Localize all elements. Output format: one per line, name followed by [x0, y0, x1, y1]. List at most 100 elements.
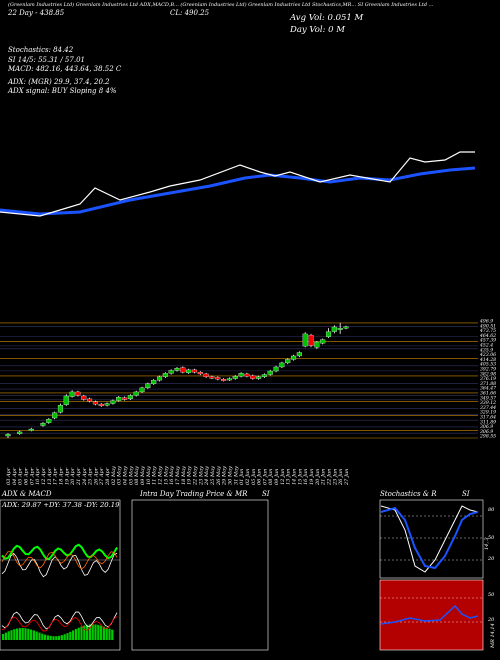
price-label: 311.89 [480, 419, 496, 425]
si-panel [379, 579, 484, 651]
candle-body [81, 395, 87, 400]
price-label: 371.88 [480, 381, 496, 387]
candle-body [308, 334, 314, 346]
candle-body [244, 373, 250, 377]
candle-body [133, 391, 139, 396]
price-label: 337.44 [480, 405, 496, 411]
date-label: 16 Jun [303, 469, 309, 485]
price-label: 496.9 [479, 319, 493, 325]
candle-body [180, 367, 186, 373]
intra-panel-title: Intra Day Trading Price & MR [140, 490, 248, 498]
candle-body [168, 370, 174, 374]
date-label: 20 Apr [70, 467, 76, 486]
stoch-panel-si: SI [462, 490, 470, 498]
macd-line [1, 611, 118, 630]
avg-volume-label: Avg Vol: 0.051 M [290, 13, 364, 23]
macd-bar [100, 625, 103, 640]
candle-body [337, 327, 343, 330]
date-label: 15 Jun [297, 469, 303, 485]
date-label: 01 Jun [239, 469, 245, 485]
price-label: 364.47 [480, 386, 496, 392]
candle-body [75, 391, 81, 396]
macd-bar [83, 625, 86, 640]
macd-bar [91, 624, 94, 640]
date-label: 13 Jun [286, 469, 292, 485]
stoch-axis-label: 14, 3 [484, 537, 490, 550]
macd-bar [80, 626, 83, 640]
candle-body [221, 379, 227, 381]
si-value: SI 14/5: 55.31 / 57.01 [8, 56, 85, 64]
date-label: 07 Jun [262, 469, 268, 485]
date-label: 12 Apr [41, 467, 47, 485]
date-label: 25 Apr [88, 467, 94, 486]
price-label: 457.39 [479, 338, 496, 344]
candle-body [5, 434, 11, 437]
price-label: 405.53 [479, 362, 496, 368]
date-label: 22 Jun [327, 469, 333, 486]
price-label: 306.9 [480, 424, 493, 430]
date-axis-labels: 03 Apr 04 Apr 05 Apr 06 Apr 07 Apr 10 Apr 12 A… [6, 466, 350, 486]
date-label: 26 Apr [93, 467, 99, 486]
date-label: 12 Jun [280, 469, 286, 485]
date-label: 05 Apr [18, 467, 24, 485]
date-label: 21 Apr [76, 467, 82, 486]
date-label: 11 May [152, 466, 158, 485]
candle-body [28, 428, 34, 431]
si-tick-20: 20 [488, 617, 495, 623]
date-label: 23 Jun [332, 469, 338, 486]
price-label: 392.79 [480, 367, 496, 373]
candle-body [238, 373, 244, 377]
macd-bar [58, 635, 61, 640]
candle-body [296, 352, 302, 357]
macd-bar [55, 636, 58, 640]
moving-average-lines [0, 151, 476, 217]
stoch-panel-title: Stochastics & R [380, 490, 437, 498]
macd-bar [69, 631, 72, 640]
macd-value: MACD: 482.16, 443.64, 38.52 C [8, 65, 122, 73]
date-label: 14 Jun [292, 469, 298, 485]
price-label: 423.06 [479, 352, 496, 358]
date-label: 26 Jun [338, 469, 344, 486]
date-label: 15 May [163, 466, 169, 485]
date-label: 03 Apr [6, 467, 12, 485]
macd-histogram [1, 611, 118, 640]
macd-bar [13, 629, 16, 640]
date-label: 19 Apr [64, 467, 70, 485]
stochastics-value: Stochastics: 84.42 [8, 46, 74, 54]
ma-short-line [0, 151, 475, 217]
date-label: 26 May [216, 466, 222, 486]
macd-bar [94, 624, 97, 640]
adx-panel [0, 499, 121, 651]
macd-bar [97, 624, 100, 640]
candle-body [17, 431, 23, 434]
macd-bar [111, 629, 114, 640]
date-label: 09 Jun [274, 469, 280, 485]
si-line [380, 604, 479, 625]
price-label: 306.9 [480, 429, 493, 435]
macd-bar [10, 630, 13, 640]
candle-body [46, 419, 52, 423]
price-guide-lines [0, 322, 478, 439]
macd-bar [44, 634, 47, 640]
macd-bar [77, 627, 80, 640]
price-label: 464.62 [479, 333, 496, 339]
candle-body [314, 341, 320, 348]
candle-body [151, 380, 157, 384]
price-label: 329.19 [480, 410, 496, 416]
date-label: 16 May [169, 466, 175, 485]
candle-body [250, 375, 256, 379]
price-label: 317.64 [480, 415, 496, 421]
candle-body [174, 367, 180, 371]
macd-bar [41, 633, 44, 640]
candle-body [203, 373, 209, 377]
date-label: 25 May [210, 466, 216, 486]
candle-body [57, 405, 63, 413]
macd-bar [16, 628, 19, 640]
date-label: 02 Jun [245, 469, 251, 485]
price-label: 473.75 [479, 328, 496, 334]
candle-body [291, 355, 297, 360]
candle-body [331, 326, 337, 332]
price-axis-labels: 496.9490.51473.75464.62457.39452.4435.94… [479, 319, 496, 440]
date-label: 05 Jun [251, 469, 257, 485]
day-volume-label: Day Vol: 0 M [290, 25, 345, 35]
